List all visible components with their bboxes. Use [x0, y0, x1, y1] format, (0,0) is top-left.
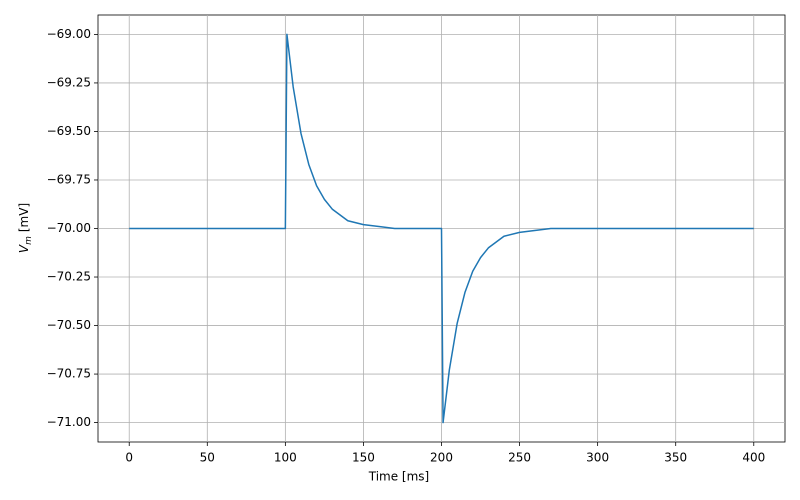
x-tick-label: 200: [430, 451, 453, 465]
x-tick-label: 50: [200, 451, 215, 465]
x-tick-label: 100: [274, 451, 297, 465]
y-label-symbol: V: [17, 244, 31, 253]
x-tick-label: 0: [125, 451, 133, 465]
x-tick-label: 150: [352, 451, 375, 465]
y-tick-label: −69.50: [47, 124, 91, 138]
y-axis-label: Vm [mV]: [17, 203, 34, 253]
x-tick-label: 400: [742, 451, 765, 465]
x-tick-label: 350: [664, 451, 687, 465]
y-tick-label: −70.25: [47, 270, 91, 284]
y-label-unit: [mV]: [17, 203, 31, 232]
y-tick-label: −69.25: [47, 75, 91, 89]
y-tick-label: −71.00: [47, 415, 91, 429]
x-tick-label: 250: [508, 451, 531, 465]
line-series: [129, 33, 754, 424]
y-label-subscript: m: [24, 236, 34, 245]
y-tick-label: −69.75: [47, 172, 91, 186]
y-tick-label: −69.00: [47, 27, 91, 41]
y-tick-label: −70.75: [47, 367, 91, 381]
y-tick-label: −70.50: [47, 318, 91, 332]
x-axis-label: Time [ms]: [368, 470, 430, 484]
x-tick-label: 300: [586, 451, 609, 465]
y-tick-label: −70.00: [47, 221, 91, 235]
